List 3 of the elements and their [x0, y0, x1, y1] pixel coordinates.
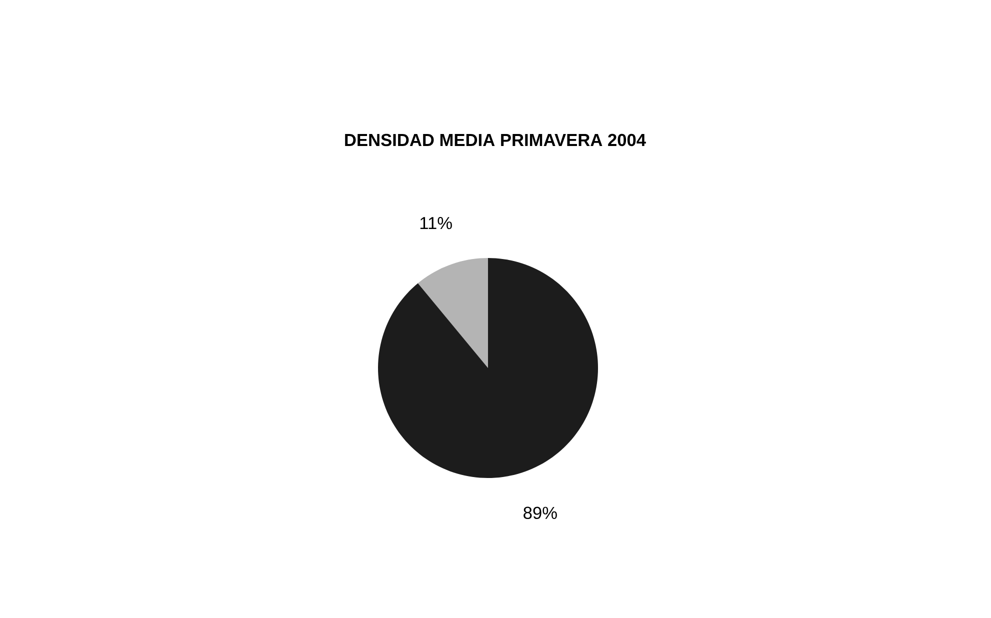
- data-label: 89%: [524, 506, 557, 520]
- data-label: 11%: [420, 217, 452, 230]
- chart-title: DENSIDAD MEDIA PRIMAVERA 2004: [345, 134, 646, 146]
